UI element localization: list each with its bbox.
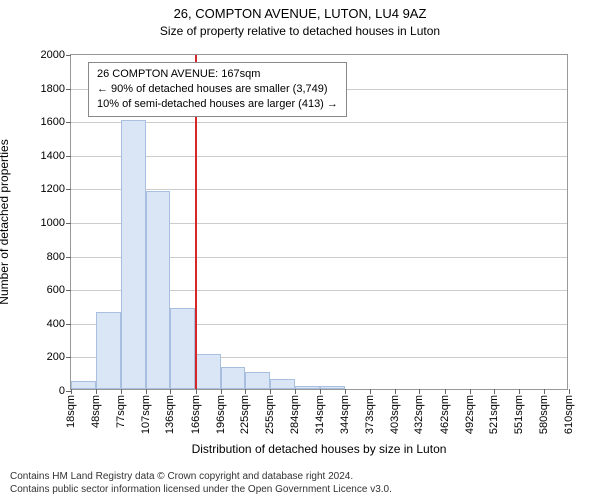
xtick-label: 18sqm: [65, 395, 77, 428]
ytick-label: 1800: [41, 83, 65, 95]
xtick-label: 492sqm: [464, 395, 476, 434]
xtick: [419, 389, 420, 394]
xtick-label: 77sqm: [115, 395, 127, 428]
ytick: [66, 324, 71, 325]
xtick: [445, 389, 446, 394]
histogram-bar: [121, 120, 146, 389]
histogram-bar: [146, 191, 170, 389]
page-subtitle: Size of property relative to detached ho…: [0, 24, 600, 38]
ytick: [66, 290, 71, 291]
xtick-label: 225sqm: [239, 395, 251, 434]
ytick: [66, 223, 71, 224]
ytick-label: 800: [47, 251, 65, 263]
xtick: [71, 389, 72, 394]
y-axis-label: Number of detached properties: [0, 139, 11, 304]
attribution-line: Contains public sector information licen…: [10, 483, 590, 496]
xtick: [146, 389, 147, 394]
xtick-label: 521sqm: [488, 395, 500, 434]
xtick-label: 403sqm: [389, 395, 401, 434]
xtick: [221, 389, 222, 394]
histogram-bar: [320, 386, 345, 389]
histogram-bar: [170, 308, 195, 389]
xtick-label: 432sqm: [413, 395, 425, 434]
histogram-bar: [245, 372, 270, 389]
xtick: [569, 389, 570, 394]
x-axis-label: Distribution of detached houses by size …: [192, 442, 447, 456]
xtick: [270, 389, 271, 394]
ytick-label: 1400: [41, 150, 65, 162]
xtick: [96, 389, 97, 394]
xtick-label: 166sqm: [190, 395, 202, 434]
xtick-label: 48sqm: [90, 395, 102, 428]
xtick-label: 314sqm: [314, 395, 326, 434]
histogram-bar: [295, 386, 320, 389]
xtick-label: 610sqm: [563, 395, 575, 434]
xtick-label: 580sqm: [538, 395, 550, 434]
histogram-bar: [270, 379, 294, 389]
xtick: [196, 389, 197, 394]
ytick: [66, 156, 71, 157]
xtick: [519, 389, 520, 394]
ytick: [66, 189, 71, 190]
ytick-label: 2000: [41, 49, 65, 61]
ytick: [66, 89, 71, 90]
xtick-label: 344sqm: [339, 395, 351, 434]
annotation-line: 26 COMPTON AVENUE: 167sqm: [97, 67, 338, 82]
attribution-footer: Contains HM Land Registry data © Crown c…: [0, 470, 600, 496]
xtick: [370, 389, 371, 394]
xtick: [494, 389, 495, 394]
xtick-label: 284sqm: [289, 395, 301, 434]
xtick: [345, 389, 346, 394]
xtick: [470, 389, 471, 394]
ytick: [66, 257, 71, 258]
ytick-label: 1000: [41, 217, 65, 229]
xtick-label: 551sqm: [513, 395, 525, 434]
ytick: [66, 122, 71, 123]
histogram-bar: [196, 354, 221, 389]
ytick-label: 400: [47, 318, 65, 330]
ytick-label: 1200: [41, 183, 65, 195]
xtick-label: 196sqm: [215, 395, 227, 434]
annotation-box: 26 COMPTON AVENUE: 167sqm ← 90% of detac…: [88, 62, 347, 117]
xtick: [395, 389, 396, 394]
ytick-label: 1600: [41, 116, 65, 128]
histogram-bar: [221, 367, 245, 389]
xtick-label: 462sqm: [439, 395, 451, 434]
histogram-bar: [96, 312, 120, 389]
xtick: [295, 389, 296, 394]
page-title: 26, COMPTON AVENUE, LUTON, LU4 9AZ: [0, 6, 600, 21]
attribution-line: Contains HM Land Registry data © Crown c…: [10, 470, 590, 483]
ytick-label: 600: [47, 284, 65, 296]
ytick: [66, 357, 71, 358]
annotation-line: 10% of semi-detached houses are larger (…: [97, 97, 338, 112]
ytick-label: 200: [47, 351, 65, 363]
xtick-label: 255sqm: [264, 395, 276, 434]
histogram-bar: [71, 381, 96, 389]
xtick-label: 373sqm: [364, 395, 376, 434]
xtick: [320, 389, 321, 394]
xtick: [245, 389, 246, 394]
xtick: [544, 389, 545, 394]
annotation-line: ← 90% of detached houses are smaller (3,…: [97, 82, 338, 97]
xtick-label: 107sqm: [140, 395, 152, 434]
xtick: [170, 389, 171, 394]
ytick: [66, 55, 71, 56]
xtick: [121, 389, 122, 394]
xtick-label: 136sqm: [164, 395, 176, 434]
